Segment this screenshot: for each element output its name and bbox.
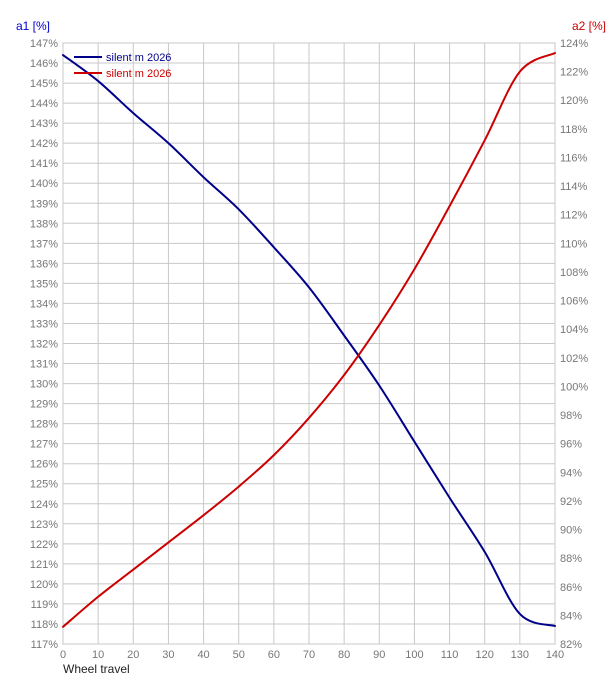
y-left-tick-label: 137%: [30, 238, 58, 250]
x-tick-label: 20: [127, 649, 139, 661]
series-line-a2: [62, 52, 556, 628]
y-right-tick-label: 112%: [560, 210, 588, 222]
y-right-tick-label: 92%: [560, 496, 582, 508]
y-left-tick-label: 143%: [30, 118, 58, 130]
y-left-tick-label: 130%: [30, 379, 58, 391]
x-tick-label: 140: [546, 649, 564, 661]
y-left-tick-label: 135%: [30, 278, 58, 290]
legend-label: silent m 2026: [106, 52, 171, 64]
y-right-tick-label: 98%: [560, 410, 582, 422]
y-left-tick-label: 126%: [30, 459, 58, 471]
y-right-tick-label: 114%: [560, 181, 588, 193]
y-right-tick-label: 122%: [560, 67, 588, 79]
y-right-tick-label: 116%: [560, 152, 588, 164]
y-left-tick-label: 138%: [30, 218, 58, 230]
axes: 0 10 20 30 40 50 60 70 80 90 100 110 120 130 140 117% 11…: [16, 19, 606, 676]
y-left-tick-label: 123%: [30, 519, 58, 531]
y-left-tick-label: 119%: [31, 599, 59, 611]
x-tick-label: 40: [197, 649, 209, 661]
y-left-tick-label: 145%: [30, 78, 58, 90]
y-left-tick-label: 147%: [30, 38, 58, 50]
x-tick-label: 60: [268, 649, 280, 661]
y-right-tick-label: 104%: [560, 324, 588, 336]
x-tick-label: 30: [162, 649, 174, 661]
y-right-tick-label: 82%: [560, 639, 582, 651]
x-tick-label: 90: [373, 649, 385, 661]
x-tick-label: 100: [405, 649, 423, 661]
y-right-tick-label: 86%: [560, 582, 582, 594]
y-left-tick-label: 131%: [30, 359, 58, 371]
y-right-tick-label: 106%: [560, 296, 588, 308]
x-axis-title: Wheel travel: [63, 662, 130, 676]
y-left-tick-label: 134%: [30, 298, 58, 310]
x-tick-label: 120: [476, 649, 494, 661]
y-left-tick-label: 118%: [31, 619, 59, 631]
y-left-tick-label: 120%: [30, 579, 58, 591]
x-tick-label: 80: [338, 649, 350, 661]
y-left-tick-label: 117%: [31, 639, 59, 651]
y-left-tick-label: 136%: [30, 258, 58, 270]
y-left-axis-title: a1 [%]: [16, 19, 50, 33]
x-tick-label: 50: [233, 649, 245, 661]
x-tick-label: 130: [511, 649, 529, 661]
y-right-tick-label: 124%: [560, 38, 588, 50]
y-left-tick-label: 127%: [30, 439, 58, 451]
y-left-tick-label: 129%: [30, 399, 58, 411]
y-left-tick-label: 125%: [30, 479, 58, 491]
y-left-tick-label: 140%: [30, 178, 58, 190]
y-left-tick-label: 124%: [30, 499, 58, 511]
y-left-tick-label: 142%: [30, 138, 58, 150]
y-right-tick-label: 90%: [560, 525, 582, 537]
x-tick-label: 10: [92, 649, 104, 661]
y-right-tick-label: 120%: [560, 95, 588, 107]
y-right-axis-title: a2 [%]: [572, 19, 606, 33]
y-right-tick-label: 84%: [560, 610, 582, 622]
x-tick-label: 70: [303, 649, 315, 661]
y-right-tick-label: 110%: [560, 238, 588, 250]
y-right-tick-label: 108%: [560, 267, 588, 279]
y-left-tick-label: 128%: [30, 419, 58, 431]
legend-label: silent m 2026: [106, 68, 171, 80]
y-left-tick-label: 133%: [30, 318, 58, 330]
series-lines: [62, 52, 556, 628]
y-left-tick-label: 122%: [30, 539, 58, 551]
y-left-tick-label: 139%: [30, 198, 58, 210]
y-right-tick-label: 88%: [560, 553, 582, 565]
y-left-tick-label: 141%: [30, 158, 58, 170]
y-left-tick-label: 144%: [30, 98, 58, 110]
y-left-tick-label: 146%: [30, 58, 58, 70]
series-line-a1: [62, 54, 556, 627]
legend: silent m 2026 silent m 2026: [74, 52, 171, 80]
x-tick-label: 110: [441, 649, 459, 661]
y-right-tick-label: 96%: [560, 439, 582, 451]
y-right-tick-label: 102%: [560, 353, 588, 365]
y-left-tick-label: 132%: [30, 339, 58, 351]
grid-lines: [62, 42, 556, 645]
y-right-tick-label: 94%: [560, 467, 582, 479]
y-left-tick-label: 121%: [30, 559, 58, 571]
y-right-tick-label: 100%: [560, 381, 588, 393]
y-right-tick-label: 118%: [560, 124, 588, 136]
x-tick-label: 0: [60, 649, 66, 661]
